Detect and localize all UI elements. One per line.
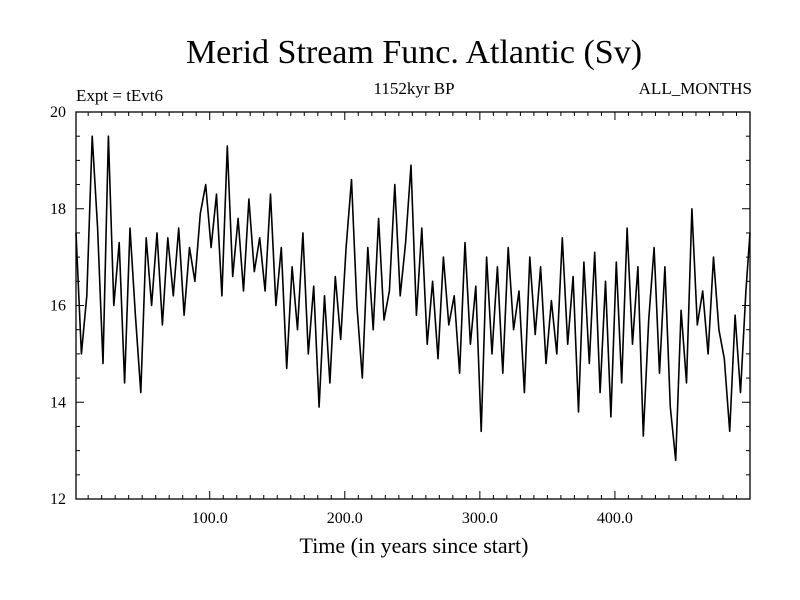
y-tick-labels: 12 14 16 18 20 — [50, 104, 66, 508]
chart-title: Merid Stream Func. Atlantic (Sv) — [186, 34, 642, 71]
y-tick-label: 20 — [50, 104, 66, 121]
x-tick-label: 200.0 — [327, 510, 363, 527]
y-tick-label: 12 — [50, 491, 66, 508]
period-label: 1152kyr BP — [373, 79, 454, 98]
x-tick-label: 300.0 — [462, 510, 498, 527]
x-tick-label: 100.0 — [192, 510, 228, 527]
months-label: ALL_MONTHS — [639, 79, 752, 98]
series-line — [75, 135, 751, 462]
axis-ticks — [76, 111, 750, 500]
plot-frame — [75, 111, 751, 500]
y-tick-label: 16 — [50, 298, 66, 315]
series-layer — [75, 135, 751, 462]
x-tick-labels: 100.0 200.0 300.0 400.0 — [192, 510, 633, 527]
y-tick-label: 14 — [50, 394, 66, 411]
x-axis-label: Time (in years since start) — [300, 533, 529, 558]
experiment-label: Expt = tEvt6 — [76, 86, 163, 105]
x-tick-label: 400.0 — [597, 510, 633, 527]
y-tick-label: 18 — [50, 201, 66, 218]
